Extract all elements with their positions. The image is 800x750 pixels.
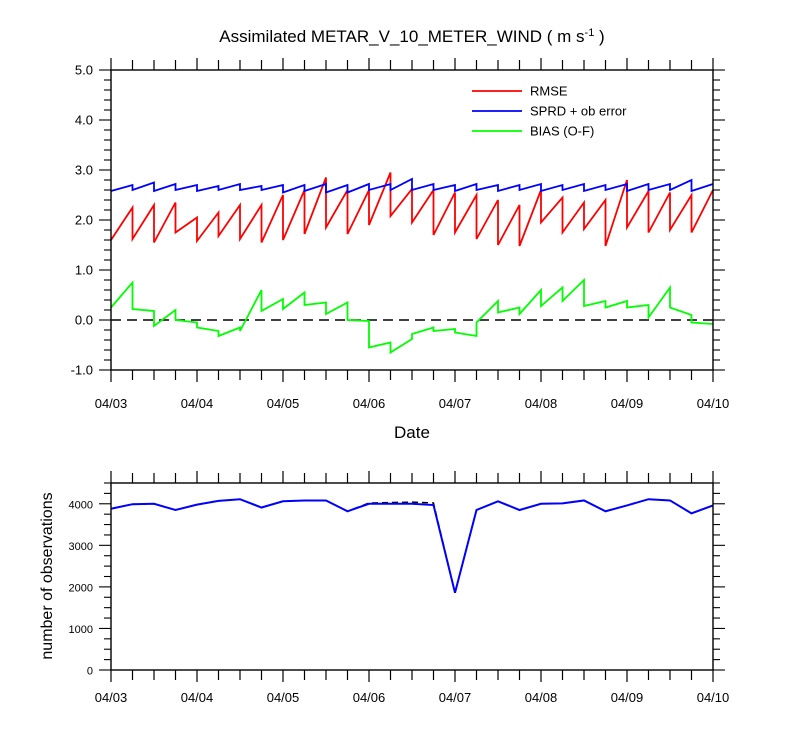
top-x-tick-label: 04/07 bbox=[439, 396, 472, 411]
chart-title: Assimilated METAR_V_10_METER_WIND ( m s-… bbox=[219, 27, 604, 46]
bottom-y-tick-label: 0 bbox=[87, 666, 93, 678]
chart-title-superscript: -1 bbox=[585, 27, 595, 39]
bottom-y-tick-label: 1000 bbox=[69, 624, 93, 636]
bottom-x-tick-label: 04/03 bbox=[95, 690, 128, 705]
top-x-tick-label: 04/04 bbox=[181, 396, 214, 411]
legend-label-bias-o-f: BIAS (O-F) bbox=[530, 124, 594, 139]
series-line-bias-o-f bbox=[110, 277, 714, 355]
chart-title-end: ) bbox=[594, 27, 604, 46]
bottom-chart-panel: 04/03 04/04 04/05 04/06 04/07 04/08 04/09 04/10… bbox=[69, 471, 730, 705]
top-y-tick-label: 2.0 bbox=[75, 213, 93, 228]
series-line-observations-possible bbox=[110, 498, 714, 593]
top-chart-panel: 04/03 04/04 04/05 04/06 04/07 04/08 04/09 04/10… bbox=[71, 58, 730, 411]
top-chart-axes: 04/03 04/04 04/05 04/06 04/07 04/08 04/09 04/10… bbox=[71, 58, 730, 411]
top-x-tick-label: 04/08 bbox=[525, 396, 558, 411]
bottom-x-tick-label: 04/10 bbox=[697, 690, 730, 705]
top-y-tick-label: 3.0 bbox=[75, 163, 93, 178]
top-x-tick-label: 04/10 bbox=[697, 396, 730, 411]
top-x-tick-label: 04/06 bbox=[353, 396, 386, 411]
top-chart-legend: RMSE SPRD + ob error BIAS (O-F) bbox=[472, 84, 627, 139]
bottom-chart-series bbox=[110, 498, 714, 593]
bottom-y-tick-label: 3000 bbox=[69, 541, 93, 553]
top-chart-series bbox=[110, 172, 714, 355]
top-y-tick-label: -1.0 bbox=[71, 363, 93, 378]
bottom-y-tick-label: 4000 bbox=[69, 499, 93, 511]
top-y-tick-label: 5.0 bbox=[75, 63, 93, 78]
bottom-x-tick-label: 04/06 bbox=[353, 690, 386, 705]
bottom-x-tick-label: 04/09 bbox=[611, 690, 644, 705]
top-x-tick-label: 04/03 bbox=[95, 396, 128, 411]
legend-label-rmse: RMSE bbox=[530, 84, 568, 99]
bottom-chart-axes: 04/03 04/04 04/05 04/06 04/07 04/08 04/09 04/10… bbox=[69, 471, 730, 705]
bottom-y-axis-label: number of observations bbox=[39, 492, 56, 659]
series-line-sprd-ob-error bbox=[110, 177, 714, 194]
series-line-observations-used bbox=[110, 498, 714, 593]
top-y-tick-label: 0.0 bbox=[75, 313, 93, 328]
bottom-x-tick-label: 04/05 bbox=[267, 690, 300, 705]
top-x-tick-label: 04/05 bbox=[267, 396, 300, 411]
series-line-rmse bbox=[110, 172, 714, 247]
bottom-y-tick-label: 2000 bbox=[69, 582, 93, 594]
top-y-tick-label: 1.0 bbox=[75, 263, 93, 278]
legend-label-sprd-ob-error: SPRD + ob error bbox=[530, 104, 627, 119]
top-x-axis-label: Date bbox=[394, 423, 430, 442]
bottom-x-tick-label: 04/04 bbox=[181, 690, 214, 705]
bottom-plot-frame bbox=[110, 482, 714, 671]
bottom-x-tick-label: 04/07 bbox=[439, 690, 472, 705]
top-x-tick-label: 04/09 bbox=[611, 396, 644, 411]
top-y-tick-label: 4.0 bbox=[75, 113, 93, 128]
bottom-x-tick-label: 04/08 bbox=[525, 690, 558, 705]
